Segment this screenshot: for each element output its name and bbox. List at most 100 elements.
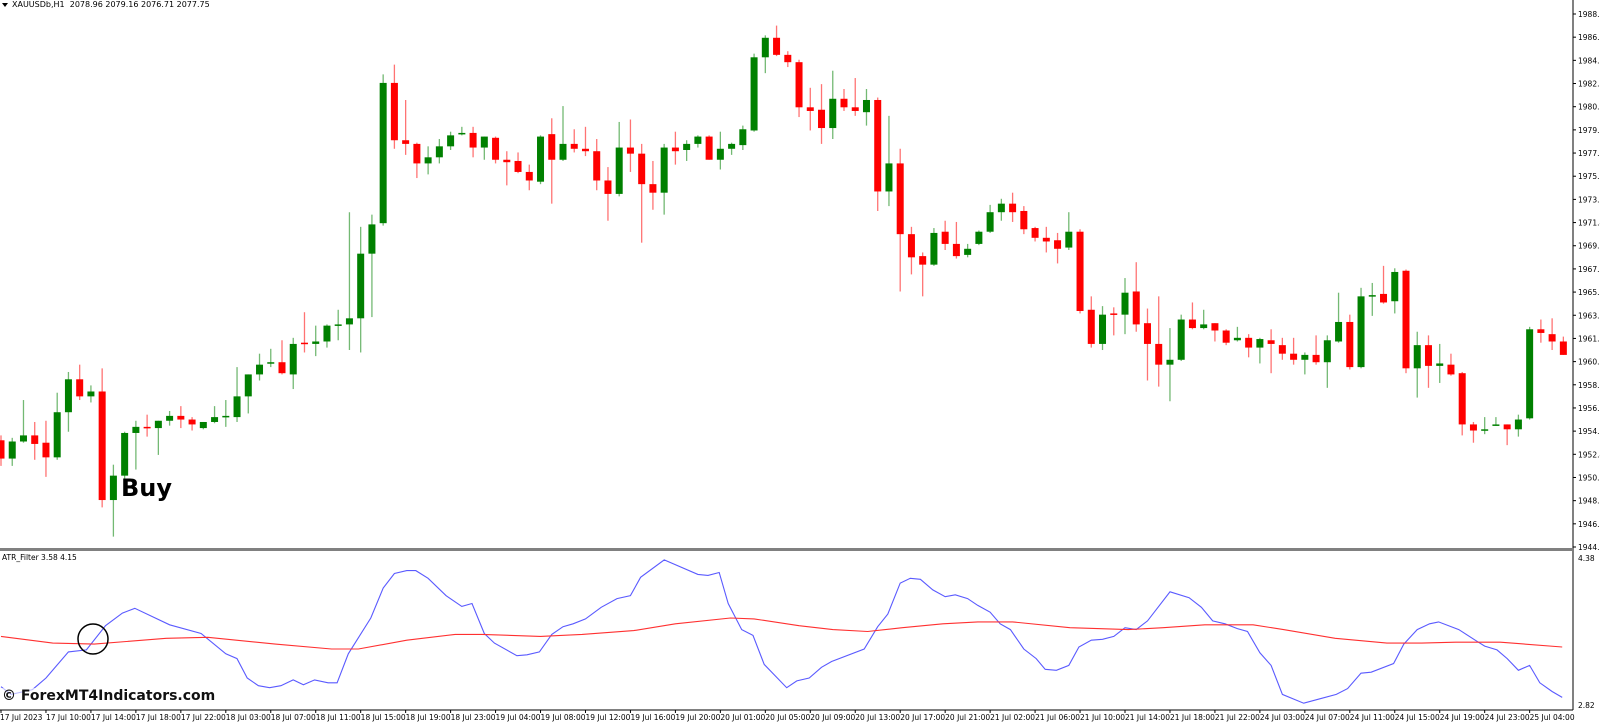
candle: [143, 414, 151, 437]
candle: [1222, 329, 1230, 346]
candle-body: [447, 135, 455, 147]
candle: [1458, 371, 1466, 436]
candle-body: [986, 212, 994, 232]
candle-body: [851, 107, 859, 111]
candle-body: [1233, 337, 1241, 341]
candle-body: [1357, 296, 1365, 368]
candles-layer: [0, 25, 1567, 537]
time-tick-label: 20 Jul 13:00: [855, 713, 900, 722]
candle-body: [312, 341, 320, 344]
candle: [638, 143, 646, 243]
candle-body: [1481, 429, 1489, 431]
indicator-separator[interactable]: [0, 548, 1573, 551]
time-tick-label: 18 Jul 15:00: [361, 713, 406, 722]
candle: [581, 126, 589, 157]
price-tick-label: 1973.35: [1578, 195, 1600, 204]
candle-body: [514, 160, 522, 172]
time-tick-label: 20 Jul 09:00: [810, 713, 855, 722]
candle-body: [1211, 323, 1219, 331]
candle: [604, 167, 612, 221]
candle-body: [1042, 237, 1050, 242]
candle-body: [930, 232, 938, 265]
indicator-axis: 4.38 2.82: [1578, 554, 1595, 710]
time-tick-label: 19 Jul 08:00: [541, 713, 586, 722]
candle: [87, 385, 95, 403]
candle-body: [1413, 345, 1421, 369]
time-tick-label: 21 Jul 10:00: [1080, 713, 1125, 722]
candle-body: [716, 148, 724, 160]
candle-body: [638, 153, 646, 185]
candle: [1526, 326, 1534, 420]
candle-body: [615, 147, 623, 194]
price-tick-label: 1986.65: [1578, 33, 1600, 42]
candle-body: [1391, 271, 1399, 302]
candle: [1166, 328, 1174, 402]
candle-body: [1065, 231, 1073, 248]
candle-body: [31, 435, 39, 444]
candle-body: [829, 98, 837, 129]
candle-body: [402, 140, 410, 144]
time-tick-label: 24 Jul 03:00: [1260, 713, 1305, 722]
candle: [1042, 226, 1050, 253]
candle: [739, 125, 747, 150]
candle-body: [1245, 337, 1253, 348]
candle-body: [1200, 324, 1208, 329]
candle: [525, 164, 533, 191]
candle: [1054, 232, 1062, 264]
candle-body: [289, 343, 297, 375]
time-tick-label: 24 Jul 07:00: [1305, 713, 1350, 722]
candle: [132, 420, 140, 470]
candle: [694, 135, 702, 148]
candle: [1121, 278, 1129, 335]
time-tick-label: 19 Jul 04:00: [496, 713, 541, 722]
candle: [1469, 421, 1477, 443]
candle-body: [604, 180, 612, 194]
price-tick-label: 1958.15: [1578, 381, 1600, 390]
time-tick-label: 17 Jul 10:00: [46, 713, 91, 722]
candle-body: [1469, 424, 1477, 431]
candle-body: [267, 362, 275, 364]
candle-body: [492, 137, 500, 160]
candle-body: [649, 184, 657, 193]
candle: [1357, 287, 1365, 369]
time-tick-label: 18 Jul 03:00: [226, 713, 271, 722]
candle: [1267, 329, 1275, 374]
candle: [1548, 318, 1556, 351]
time-tick-label: 24 Jul 11:00: [1350, 713, 1395, 722]
time-tick-label: 18 Jul 11:00: [316, 713, 361, 722]
candle-body: [278, 362, 286, 374]
time-tick-label: 18 Jul 07:00: [271, 713, 316, 722]
dropdown-triangle-icon[interactable]: [2, 2, 8, 7]
candle: [1312, 335, 1320, 365]
candle: [424, 146, 432, 175]
ohlc-values: 2078.96 2079.16 2076.71 2077.75: [69, 0, 210, 9]
candle: [683, 140, 691, 161]
candle-body: [761, 37, 769, 58]
candle-body: [8, 441, 16, 459]
candle-body: [1087, 309, 1095, 344]
candle: [390, 64, 398, 149]
candle-body: [1177, 319, 1185, 360]
candle-body: [1099, 314, 1107, 344]
candle-body: [874, 99, 882, 192]
candle: [514, 152, 522, 174]
candle-body: [548, 134, 556, 160]
candle: [98, 368, 106, 508]
candle-body: [76, 379, 84, 397]
candle-body: [334, 324, 342, 326]
candle-body: [896, 163, 904, 235]
candle-body: [424, 157, 432, 164]
candle: [705, 135, 713, 160]
price-tick-label: 1979.05: [1578, 126, 1600, 135]
candle: [289, 337, 297, 390]
candle-body: [1380, 293, 1388, 303]
price-tick-label: 1950.55: [1578, 473, 1600, 482]
price-tick-label: 1980.95: [1578, 103, 1600, 112]
candle: [1537, 319, 1545, 343]
candle: [256, 353, 264, 381]
candle: [986, 204, 994, 233]
time-tick-label: 17 Jul 14:00: [91, 713, 136, 722]
candle: [919, 252, 927, 297]
candle: [840, 89, 848, 111]
